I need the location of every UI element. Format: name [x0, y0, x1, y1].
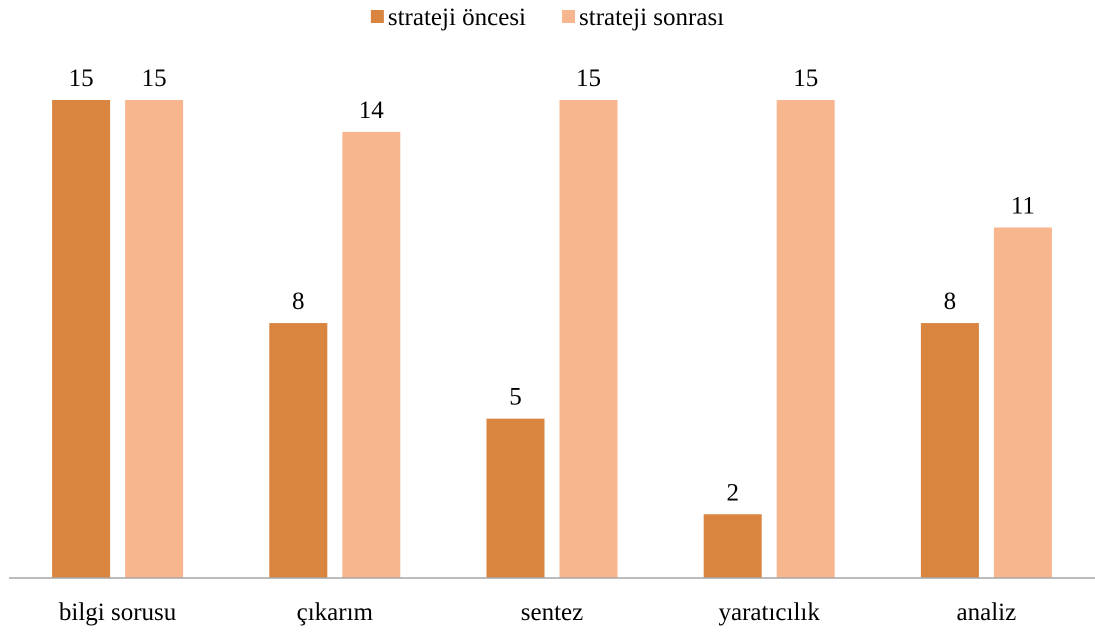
legend-label: strateji öncesi	[388, 4, 526, 31]
data-label: 8	[944, 288, 957, 315]
data-label: 15	[793, 65, 818, 92]
data-label: 2	[726, 479, 739, 506]
bar	[52, 100, 111, 578]
x-tick-label: analiz	[957, 599, 1017, 626]
x-tick-label: sentez	[521, 599, 583, 626]
legend-swatch	[562, 10, 576, 23]
data-label: 15	[142, 65, 167, 92]
bar	[125, 100, 184, 578]
bar	[486, 418, 545, 578]
bar	[993, 227, 1052, 578]
data-label: 5	[509, 384, 522, 411]
bar	[559, 100, 618, 578]
bar	[342, 131, 401, 578]
x-tick-label: yaratıcılık	[719, 599, 821, 626]
bar	[776, 100, 835, 578]
x-tick-label: çıkarım	[297, 599, 374, 626]
data-label: 14	[359, 97, 385, 124]
legend-label: strateji sonrası	[579, 4, 724, 31]
bar	[269, 323, 328, 578]
x-tick-label: bilgi sorusu	[59, 599, 177, 626]
data-label: 11	[1011, 192, 1035, 219]
data-label: 15	[576, 65, 601, 92]
data-label: 15	[69, 65, 94, 92]
bar	[920, 323, 979, 578]
legend-swatch	[370, 10, 384, 23]
bar	[703, 514, 762, 578]
data-label: 8	[292, 288, 305, 315]
